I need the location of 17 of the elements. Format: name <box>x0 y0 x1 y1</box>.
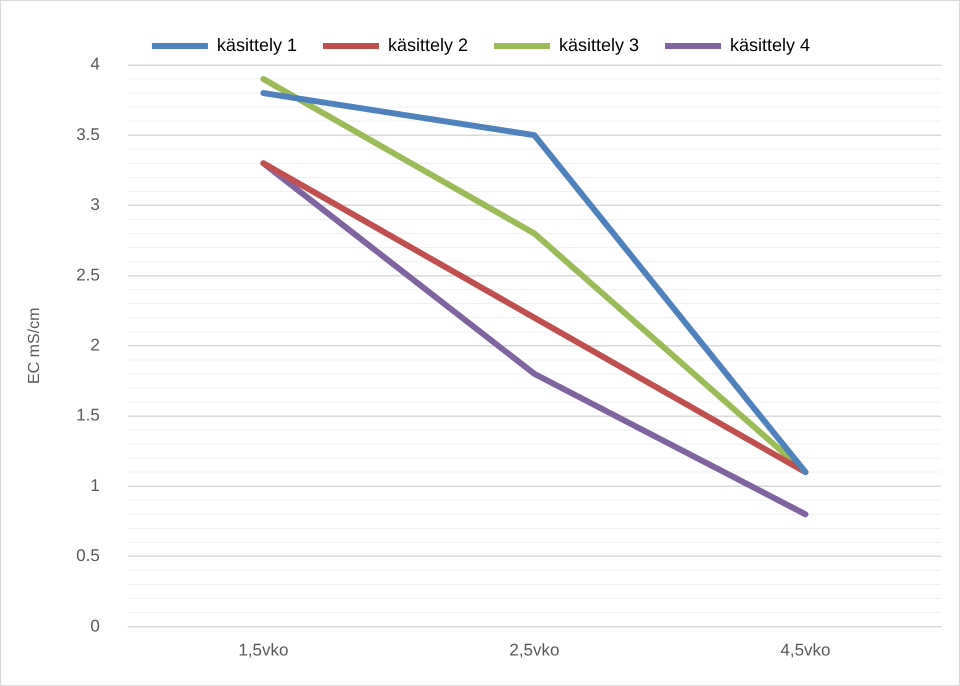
x-tick-label: 1,5vko <box>238 640 288 660</box>
x-tick-label: 4,5vko <box>780 640 831 660</box>
y-tick-label: 2 <box>90 335 100 354</box>
y-tick-label: 1.5 <box>76 406 100 425</box>
y-tick-label: 1 <box>90 476 100 495</box>
x-tick-label: 2,5vko <box>509 640 560 660</box>
legend-label: käsittely 2 <box>388 34 468 55</box>
legend-label: käsittely 4 <box>730 34 810 55</box>
y-tick-label: 0.5 <box>76 546 100 566</box>
y-tick-label: 2.5 <box>76 265 100 284</box>
y-tick-label: 4 <box>90 54 100 74</box>
legend-label: käsittely 3 <box>559 34 640 55</box>
y-axis-title: EC mS/cm <box>26 308 44 384</box>
y-tick-label: 0 <box>90 616 100 636</box>
legend-label: käsittely 1 <box>216 34 297 55</box>
y-tick-label: 3 <box>90 195 100 214</box>
y-tick-label: 3.5 <box>76 124 100 144</box>
